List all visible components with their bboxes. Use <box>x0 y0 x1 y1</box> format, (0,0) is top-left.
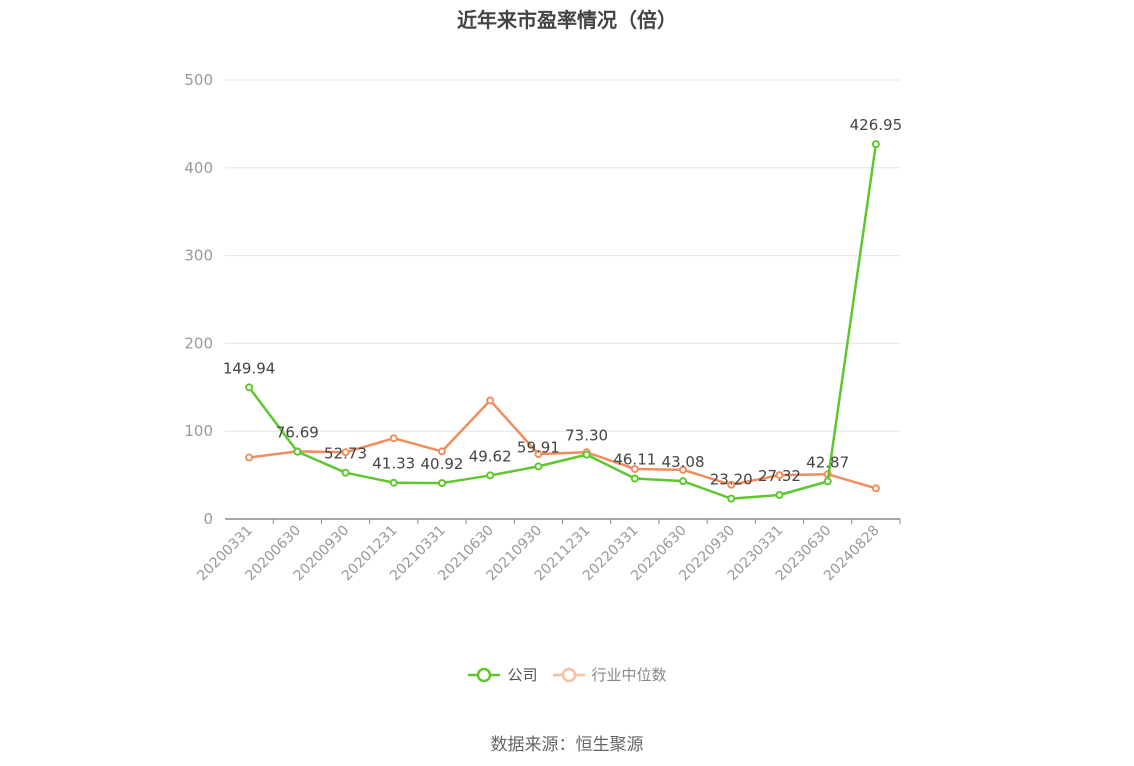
source-note: 数据来源：恒生聚源 <box>490 735 644 755</box>
data-point <box>245 383 254 392</box>
legend: 公司 行业中位数 <box>0 664 1134 685</box>
data-label: 41.33 <box>372 455 415 473</box>
data-label: 23.20 <box>710 471 753 489</box>
data-label: 46.11 <box>613 451 656 469</box>
data-point <box>486 471 495 480</box>
data-label: 73.30 <box>565 427 608 445</box>
data-label: 27.32 <box>758 467 801 485</box>
data-point <box>727 480 736 489</box>
y-tick-label: 100 <box>184 422 213 440</box>
legend-item-company[interactable]: 公司 <box>467 664 538 685</box>
data-labels: 149.94 76.69 52.73 41.33 40.92 49.62 59.91 73.3… <box>223 116 902 488</box>
data-point <box>775 491 784 500</box>
y-tick-label: 0 <box>203 510 213 528</box>
data-point <box>630 474 639 483</box>
data-point <box>679 477 688 486</box>
data-point <box>679 465 688 474</box>
data-point <box>341 468 350 477</box>
data-point <box>775 471 784 480</box>
data-point <box>389 478 398 487</box>
series-line <box>248 399 877 490</box>
data-point <box>630 464 639 473</box>
grid-lines <box>225 79 900 432</box>
data-label: 49.62 <box>469 447 512 465</box>
axes: 0100200300400500202003312020063020200930… <box>184 71 901 584</box>
data-point <box>437 447 446 456</box>
legend-company-icon <box>468 667 501 682</box>
legend-label-industry: 行业中位数 <box>591 666 667 684</box>
data-point <box>871 484 880 493</box>
legend-industry-icon <box>552 667 585 682</box>
data-label: 149.94 <box>223 359 276 377</box>
series <box>245 140 880 503</box>
data-point <box>871 140 880 149</box>
y-tick-label: 200 <box>184 334 213 352</box>
data-point <box>582 450 591 459</box>
data-point <box>245 453 254 462</box>
data-point <box>293 447 302 456</box>
y-tick-label: 500 <box>184 71 213 89</box>
data-label: 59.91 <box>517 438 560 456</box>
data-point <box>437 479 446 488</box>
legend-item-industry[interactable]: 行业中位数 <box>552 664 667 685</box>
series-line <box>248 143 878 500</box>
data-label: 43.08 <box>662 453 705 471</box>
data-label: 40.92 <box>420 455 463 473</box>
data-label: 42.87 <box>806 453 849 471</box>
data-label: 52.73 <box>324 445 367 463</box>
data-point <box>486 396 495 405</box>
legend-label-company: 公司 <box>507 666 538 684</box>
data-point <box>534 450 543 459</box>
data-point <box>389 434 398 443</box>
y-tick-label: 300 <box>184 247 213 265</box>
chart-title: 近年来市盈率情况（倍） <box>457 8 677 32</box>
data-label: 426.95 <box>850 116 903 134</box>
data-point <box>534 462 543 471</box>
data-point <box>341 448 350 457</box>
data-label: 76.69 <box>276 424 319 442</box>
data-point <box>823 477 832 486</box>
data-point <box>727 494 736 503</box>
y-tick-label: 400 <box>184 159 213 177</box>
